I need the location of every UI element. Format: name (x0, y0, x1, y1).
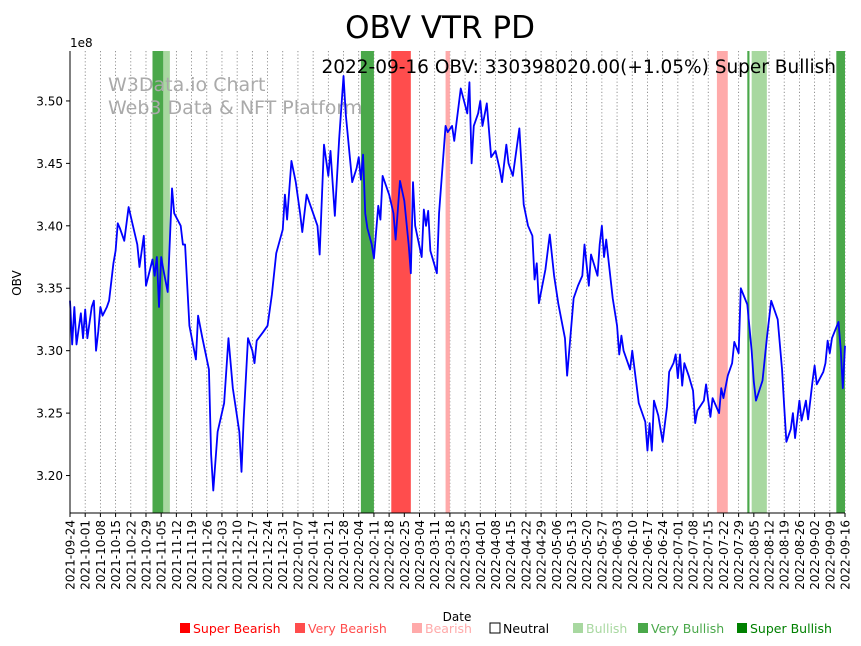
x-tick-label: 2021-12-10 (231, 520, 245, 590)
x-tick-label: 2021-12-03 (215, 520, 229, 590)
legend-label: Super Bullish (750, 621, 832, 636)
x-tick-label: 2022-05-06 (550, 520, 564, 590)
x-tick-label: 2022-07-15 (702, 520, 716, 590)
x-tick-label: 2021-10-01 (79, 520, 93, 590)
x-tick-label: 2022-09-16 (839, 520, 853, 590)
x-tick-label: 2022-07-29 (732, 520, 746, 590)
legend-swatch (573, 623, 583, 633)
legend-label: Super Bearish (193, 621, 281, 636)
x-tick-label: 2021-10-15 (109, 520, 123, 590)
y-tick-label: 3.50 (36, 94, 63, 108)
x-tick-label: 2022-01-21 (322, 520, 336, 590)
x-tick-label: 2021-11-05 (155, 520, 169, 590)
legend-label: Neutral (503, 621, 549, 636)
y-scale-label: 1e8 (70, 36, 93, 50)
x-tick-label: 2022-06-10 (626, 520, 640, 590)
x-tick-label: 2022-07-22 (717, 520, 731, 590)
watermark-line-1: W3Data.io Chart (108, 74, 265, 96)
x-tick-label: 2022-08-26 (793, 520, 807, 590)
y-tick-label: 3.45 (36, 157, 63, 171)
x-tick-label: 2022-01-14 (307, 520, 321, 590)
x-tick-label: 2021-11-19 (185, 520, 199, 590)
x-tick-label: 2022-01-28 (337, 520, 351, 590)
legend-swatch (737, 623, 747, 633)
x-tick-label: 2021-10-08 (94, 520, 108, 590)
x-tick-label: 2022-02-18 (383, 520, 397, 590)
y-tick-label: 3.35 (36, 282, 63, 296)
x-tick-label: 2022-06-24 (656, 520, 670, 590)
x-tick-label: 2022-02-11 (367, 520, 381, 590)
x-tick-label: 2022-09-02 (808, 520, 822, 590)
signal-band (751, 51, 767, 513)
chart-title: OBV VTR PD (345, 10, 535, 46)
obv-series-line (69, 75, 846, 492)
legend-swatch (180, 623, 190, 633)
y-tick-label: 3.25 (36, 407, 63, 421)
signal-band (391, 51, 411, 513)
x-tick-label: 2022-03-25 (459, 520, 473, 590)
signal-bands (152, 51, 845, 513)
signal-band (360, 51, 374, 513)
chart-subtitle: 2022-09-16 OBV: 330398020.00(+1.05%) Sup… (321, 57, 836, 78)
y-tick-label: 3.30 (36, 344, 63, 358)
x-tick-label: 2022-08-19 (778, 520, 792, 590)
x-tick-label: 2022-06-03 (611, 520, 625, 590)
x-tick-label: 2022-04-08 (489, 520, 503, 590)
x-tick-label: 2022-03-18 (443, 520, 457, 590)
x-tick-label: 2022-03-04 (413, 520, 427, 590)
signal-band (836, 51, 845, 513)
watermark: W3Data.io Chart Web3 Data & NFT Platform (108, 74, 362, 119)
watermark-line-2: Web3 Data & NFT Platform (108, 97, 362, 119)
x-tick-label: 2021-12-24 (261, 520, 275, 590)
x-tick-label: 2022-01-07 (291, 520, 305, 590)
x-tick-label: 2022-07-01 (671, 520, 685, 590)
x-tick-label: 2021-10-29 (139, 520, 153, 590)
x-ticks: 2021-09-24 2021-10-01 2021-10-08 2021-10-15… (64, 513, 853, 590)
x-tick-label: 2022-04-29 (535, 520, 549, 590)
axes (69, 51, 845, 514)
x-tick-label: 2021-09-24 (64, 520, 78, 590)
x-tick-label: 2021-12-31 (276, 520, 290, 590)
signal-band (445, 51, 450, 513)
legend-label: Very Bullish (651, 621, 724, 636)
legend-label: Very Bearish (308, 621, 387, 636)
legend-label: Bullish (586, 621, 627, 636)
y-ticks: 3.20 3.25 3.30 3.35 3.40 3.45 3.50 (36, 94, 70, 483)
x-tick-label: 2022-04-01 (474, 520, 488, 590)
x-tick-label: 2022-04-15 (504, 520, 518, 590)
legend-swatch (295, 623, 305, 633)
legend-swatch (412, 623, 422, 633)
x-tick-label: 2021-11-26 (200, 520, 214, 590)
x-tick-label: 2022-05-20 (580, 520, 594, 590)
x-tick-label: 2021-10-22 (124, 520, 138, 590)
x-tick-label: 2022-09-09 (823, 520, 837, 590)
x-tick-label: 2022-04-22 (519, 520, 533, 590)
y-axis-label: OBV (10, 269, 24, 295)
x-tick-label: 2022-08-05 (747, 520, 761, 590)
legend-label: Bearish (425, 621, 472, 636)
x-tick-label: 2022-08-12 (763, 520, 777, 590)
legend: Super Bearish Very Bearish Bearish Neutral B… (180, 621, 832, 636)
x-tick-label: 2022-05-13 (565, 520, 579, 590)
signal-band (747, 51, 750, 513)
x-grid (69, 51, 846, 513)
legend-swatch (489, 622, 501, 634)
x-tick-label: 2022-02-04 (352, 520, 366, 590)
x-tick-label: 2022-05-27 (595, 520, 609, 590)
x-tick-label: 2021-12-17 (246, 520, 260, 590)
y-tick-label: 3.40 (36, 219, 63, 233)
y-tick-label: 3.20 (36, 469, 63, 483)
x-axis-label: Date (443, 610, 472, 624)
x-tick-label: 2022-06-17 (641, 520, 655, 590)
signal-band (716, 51, 728, 513)
x-tick-label: 2021-11-12 (170, 520, 184, 590)
legend-swatch (638, 623, 648, 633)
x-tick-label: 2022-02-25 (398, 520, 412, 590)
x-tick-label: 2022-03-11 (428, 520, 442, 590)
x-tick-label: 2022-07-08 (687, 520, 701, 590)
